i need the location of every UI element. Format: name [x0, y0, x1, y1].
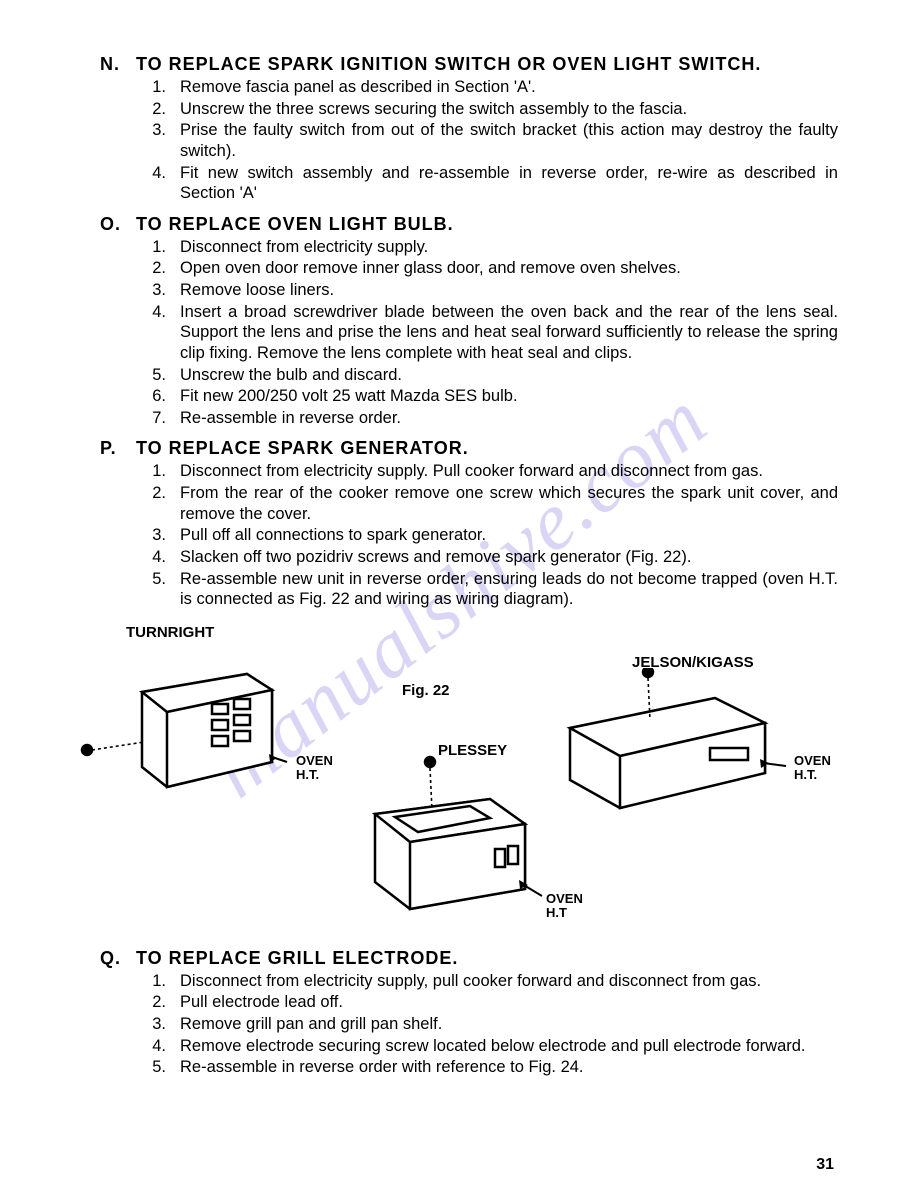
step-text: Slacken off two pozidriv screws and remo…	[180, 547, 838, 568]
section-heading-p: P. TO REPLACE SPARK GENERATOR.	[100, 438, 838, 459]
section-title: TO REPLACE GRILL ELECTRODE.	[136, 948, 838, 969]
list-item: 5.Re-assemble in reverse order with refe…	[136, 1057, 838, 1078]
list-item: 3.Remove loose liners.	[136, 280, 838, 301]
step-text: Unscrew the bulb and discard.	[180, 365, 838, 386]
list-item: 1.Disconnect from electricity supply.	[136, 237, 838, 258]
step-num: 5.	[136, 365, 180, 386]
step-text: Open oven door remove inner glass door, …	[180, 258, 838, 279]
step-text: Fit new switch assembly and re-assemble …	[180, 163, 838, 204]
step-num: 3.	[136, 120, 180, 161]
label-oven-ht-3: OVEN H.T.	[794, 754, 831, 783]
step-text: Disconnect from electricity supply, pull…	[180, 971, 838, 992]
step-list-n: 1.Remove fascia panel as described in Se…	[136, 77, 838, 204]
list-item: 1.Remove fascia panel as described in Se…	[136, 77, 838, 98]
section-heading-n: N. TO REPLACE SPARK IGNITION SWITCH OR O…	[100, 54, 838, 75]
step-text: Remove loose liners.	[180, 280, 838, 301]
step-num: 3.	[136, 280, 180, 301]
step-num: 2.	[136, 99, 180, 120]
list-item: 4.Remove electrode securing screw locate…	[136, 1036, 838, 1057]
step-text: Remove electrode securing screw located …	[180, 1036, 838, 1057]
list-item: 1.Disconnect from electricity supply. Pu…	[136, 461, 838, 482]
figure-22: TURNRIGHT Fig. 22 PLESSEY JELSON/KIGASS	[100, 624, 838, 944]
list-item: 7.Re-assemble in reverse order.	[136, 408, 838, 429]
step-text: Re-assemble in reverse order with refere…	[180, 1057, 838, 1078]
step-num: 1.	[136, 461, 180, 482]
section-title: TO REPLACE SPARK IGNITION SWITCH OR OVEN…	[136, 54, 838, 75]
label-turnright: TURNRIGHT	[126, 624, 214, 641]
label-oven-ht-1: OVEN H.T.	[296, 754, 333, 783]
list-item: 2.Open oven door remove inner glass door…	[136, 258, 838, 279]
step-num: 5.	[136, 569, 180, 610]
step-list-q: 1.Disconnect from electricity supply, pu…	[136, 971, 838, 1078]
list-item: 2.From the rear of the cooker remove one…	[136, 483, 838, 524]
step-num: 2.	[136, 992, 180, 1013]
step-list-p: 1.Disconnect from electricity supply. Pu…	[136, 461, 838, 609]
step-num: 3.	[136, 525, 180, 546]
list-item: 4.Fit new switch assembly and re-assembl…	[136, 163, 838, 204]
list-item: 2.Unscrew the three screws securing the …	[136, 99, 838, 120]
step-num: 4.	[136, 163, 180, 204]
section-title: TO REPLACE SPARK GENERATOR.	[136, 438, 838, 459]
step-num: 1.	[136, 77, 180, 98]
list-item: 4.Insert a broad screwdriver blade betwe…	[136, 302, 838, 364]
step-num: 2.	[136, 483, 180, 524]
list-item: 6.Fit new 200/250 volt 25 watt Mazda SES…	[136, 386, 838, 407]
step-num: 7.	[136, 408, 180, 429]
list-item: 1.Disconnect from electricity supply, pu…	[136, 971, 838, 992]
section-heading-q: Q. TO REPLACE GRILL ELECTRODE.	[100, 948, 838, 969]
step-num: 1.	[136, 237, 180, 258]
step-text: Unscrew the three screws securing the sw…	[180, 99, 838, 120]
list-item: 3.Prise the faulty switch from out of th…	[136, 120, 838, 161]
step-num: 6.	[136, 386, 180, 407]
section-letter: Q.	[100, 948, 136, 969]
step-text: Remove grill pan and grill pan shelf.	[180, 1014, 838, 1035]
list-item: 2.Pull electrode lead off.	[136, 992, 838, 1013]
step-num: 2.	[136, 258, 180, 279]
step-text: Prise the faulty switch from out of the …	[180, 120, 838, 161]
turnright-icon	[72, 642, 312, 812]
step-text: Re-assemble new unit in reverse order, e…	[180, 569, 838, 610]
step-num: 4.	[136, 1036, 180, 1057]
step-num: 5.	[136, 1057, 180, 1078]
list-item: 5.Re-assemble new unit in reverse order,…	[136, 569, 838, 610]
list-item: 5.Unscrew the bulb and discard.	[136, 365, 838, 386]
step-text: Pull off all connections to spark genera…	[180, 525, 838, 546]
step-text: Insert a broad screwdriver blade between…	[180, 302, 838, 364]
step-text: Remove fascia panel as described in Sect…	[180, 77, 838, 98]
list-item: 4.Slacken off two pozidriv screws and re…	[136, 547, 838, 568]
plessey-icon	[330, 754, 560, 934]
figure-caption: Fig. 22	[402, 682, 450, 699]
step-text: Disconnect from electricity supply.	[180, 237, 838, 258]
section-letter: P.	[100, 438, 136, 459]
list-item: 3.Remove grill pan and grill pan shelf.	[136, 1014, 838, 1035]
step-text: Disconnect from electricity supply. Pull…	[180, 461, 838, 482]
jelson-icon	[540, 668, 800, 818]
step-num: 4.	[136, 302, 180, 364]
step-num: 1.	[136, 971, 180, 992]
step-num: 4.	[136, 547, 180, 568]
section-letter: O.	[100, 214, 136, 235]
section-letter: N.	[100, 54, 136, 75]
step-text: Pull electrode lead off.	[180, 992, 838, 1013]
page-number: 31	[816, 1156, 834, 1174]
list-item: 3.Pull off all connections to spark gene…	[136, 525, 838, 546]
section-heading-o: O. TO REPLACE OVEN LIGHT BULB.	[100, 214, 838, 235]
section-title: TO REPLACE OVEN LIGHT BULB.	[136, 214, 838, 235]
step-text: From the rear of the cooker remove one s…	[180, 483, 838, 524]
label-oven-ht-2: OVEN H.T	[546, 892, 583, 921]
step-text: Re-assemble in reverse order.	[180, 408, 838, 429]
step-text: Fit new 200/250 volt 25 watt Mazda SES b…	[180, 386, 838, 407]
step-list-o: 1.Disconnect from electricity supply. 2.…	[136, 237, 838, 429]
document-page: N. TO REPLACE SPARK IGNITION SWITCH OR O…	[0, 0, 918, 1118]
step-num: 3.	[136, 1014, 180, 1035]
